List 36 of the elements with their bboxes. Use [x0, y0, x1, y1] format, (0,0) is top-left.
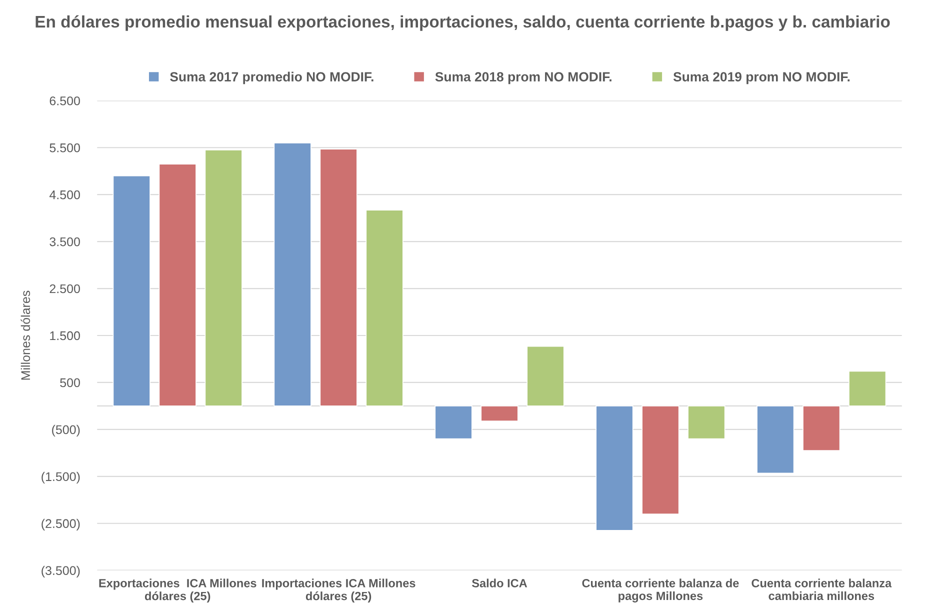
- y-tick-label: 6.500: [50, 96, 80, 106]
- y-tick-label: 3.500: [50, 237, 80, 246]
- y-tick-label: 500: [60, 378, 80, 388]
- y-tick-label: 1.500: [50, 331, 80, 340]
- bar: [274, 142, 312, 406]
- x-tick-label: Saldo ICA: [472, 578, 528, 588]
- bar: [802, 406, 840, 451]
- bar: [366, 210, 404, 406]
- bar: [320, 148, 358, 406]
- x-tick-label: Cuenta corriente balanza de pagos Millones: [582, 578, 739, 602]
- y-tick-label: (2.500): [42, 518, 80, 530]
- x-tick-label: Importaciones ICA Millones dólares (25): [262, 578, 416, 603]
- bar: [642, 406, 680, 514]
- legend-label: Suma 2017 promedio NO MODIF.: [170, 72, 374, 84]
- bar: [112, 175, 150, 406]
- bar: [756, 406, 794, 474]
- bar: [434, 406, 472, 440]
- bar: [596, 406, 634, 531]
- x-tick-label: Exportaciones ICA Millones dólares (25): [99, 578, 256, 603]
- bar: [204, 150, 242, 406]
- legend-label: Suma 2019 prom NO MODIF.: [673, 72, 850, 84]
- y-tick-label: (1.500): [42, 472, 80, 484]
- chart-title: En dólares promedio mensual exportaciones, importaciones, saldo, cuenta corriente b.pagos y b. cambiario: [36, 15, 890, 32]
- x-tick-label: Cuenta corriente balanza cambiaria millones: [752, 578, 892, 600]
- bar: [480, 406, 518, 422]
- y-tick-label: 5.500: [50, 143, 80, 152]
- bar: [158, 164, 196, 406]
- y-tick-label: 2.500: [50, 284, 80, 294]
- bar: [848, 370, 886, 406]
- legend-label: Suma 2018 prom NO MODIF.: [435, 72, 612, 84]
- y-axis-title: Millones dólares: [20, 290, 30, 380]
- y-tick-label: (3.500): [42, 566, 80, 578]
- y-tick-label: (500): [52, 424, 80, 437]
- bar: [688, 406, 726, 440]
- bar: [526, 346, 564, 406]
- y-tick-label: 4.500: [49, 190, 80, 200]
